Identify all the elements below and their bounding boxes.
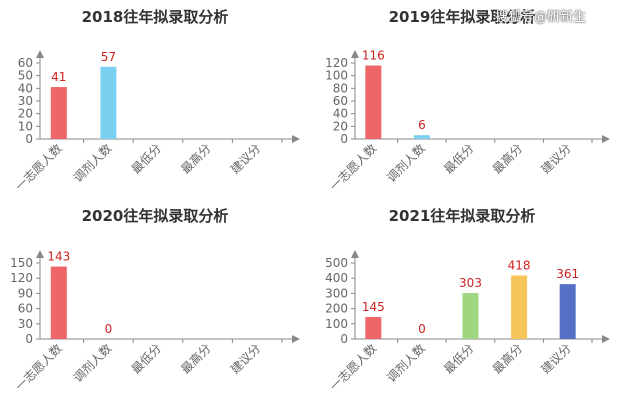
data-label: 145 xyxy=(362,300,385,314)
data-label: 41 xyxy=(51,70,66,84)
chart-title: 2021往年拟录取分析 xyxy=(389,207,536,225)
y-tick-label: 80 xyxy=(333,81,348,95)
bar xyxy=(50,266,67,339)
x-tick-label: 一志愿人数 xyxy=(12,341,65,394)
bar xyxy=(100,66,117,139)
y-tick-label: 120 xyxy=(325,56,348,70)
chart-title: 2020往年拟录取分析 xyxy=(82,207,229,225)
y-tick-label: 20 xyxy=(18,107,33,121)
x-axis-arrow xyxy=(602,335,610,343)
bar xyxy=(559,284,576,339)
x-axis-arrow xyxy=(292,135,300,143)
x-tick-label: 最高分 xyxy=(489,141,525,177)
x-tick-label: 最高分 xyxy=(178,141,214,177)
bar xyxy=(50,87,67,139)
y-tick-label: 0 xyxy=(340,132,348,146)
chart-3: 2020往年拟录取分析0306090120150一志愿人数143调剂人数0最低分… xyxy=(10,207,300,394)
bar xyxy=(365,316,382,339)
bar xyxy=(365,65,382,139)
x-tick-label: 最低分 xyxy=(129,141,164,176)
y-tick-label: 120 xyxy=(10,271,33,285)
x-tick-label: 建议分 xyxy=(228,141,263,176)
x-axis-arrow xyxy=(602,135,610,143)
x-tick-label: 调剂人数 xyxy=(383,141,428,186)
watermark: 搜狐号@研新生 xyxy=(495,10,587,25)
data-label: 57 xyxy=(101,50,116,64)
x-tick-label: 调剂人数 xyxy=(70,141,115,186)
y-tick-label: 200 xyxy=(325,302,348,316)
x-tick-label: 一志愿人数 xyxy=(326,141,379,194)
x-tick-label: 建议分 xyxy=(538,141,573,176)
x-tick-label: 调剂人数 xyxy=(70,341,115,386)
chart-title: 2019往年拟录取分析 xyxy=(389,8,536,26)
y-tick-label: 0 xyxy=(25,332,33,346)
y-axis-arrow xyxy=(351,50,359,58)
y-axis-arrow xyxy=(36,250,44,258)
data-label: 0 xyxy=(105,322,113,336)
data-label: 361 xyxy=(556,267,579,281)
x-tick-label: 最高分 xyxy=(489,341,525,377)
x-tick-label: 建议分 xyxy=(228,341,263,376)
data-label: 116 xyxy=(362,49,385,63)
y-tick-label: 100 xyxy=(325,69,348,83)
data-label: 6 xyxy=(418,118,426,132)
y-tick-label: 400 xyxy=(325,271,348,285)
y-tick-label: 40 xyxy=(18,81,33,95)
x-tick-label: 最低分 xyxy=(441,141,476,176)
data-label: 303 xyxy=(459,276,482,290)
y-tick-label: 20 xyxy=(333,119,348,133)
data-label: 0 xyxy=(418,322,426,336)
y-tick-label: 10 xyxy=(18,119,33,133)
bar xyxy=(511,275,528,339)
y-tick-label: 300 xyxy=(325,286,348,300)
chart-4: 2021往年拟录取分析0100200300400500一志愿人数145调剂人数0… xyxy=(325,207,610,394)
y-tick-label: 30 xyxy=(18,317,33,331)
y-tick-label: 500 xyxy=(325,256,348,270)
y-tick-label: 60 xyxy=(333,94,348,108)
y-tick-label: 60 xyxy=(18,56,33,70)
y-tick-label: 0 xyxy=(25,132,33,146)
y-tick-label: 30 xyxy=(18,94,33,108)
x-tick-label: 一志愿人数 xyxy=(326,341,379,394)
x-tick-label: 调剂人数 xyxy=(383,341,428,386)
y-tick-label: 40 xyxy=(333,107,348,121)
data-label: 143 xyxy=(47,250,70,264)
bar xyxy=(462,292,479,339)
chart-title: 2018往年拟录取分析 xyxy=(82,8,229,26)
x-tick-label: 一志愿人数 xyxy=(12,141,65,194)
y-tick-label: 90 xyxy=(18,286,33,300)
y-tick-label: 60 xyxy=(18,302,33,316)
y-axis-arrow xyxy=(36,50,44,58)
x-axis-arrow xyxy=(292,335,300,343)
data-label: 418 xyxy=(508,258,531,272)
y-tick-label: 150 xyxy=(10,256,33,270)
x-tick-label: 最高分 xyxy=(178,341,214,377)
y-axis-arrow xyxy=(351,250,359,258)
x-tick-label: 建议分 xyxy=(538,341,573,376)
y-tick-label: 100 xyxy=(325,317,348,331)
bar xyxy=(413,135,430,139)
x-tick-label: 最低分 xyxy=(441,341,476,376)
x-tick-label: 最低分 xyxy=(129,341,164,376)
y-tick-label: 0 xyxy=(340,332,348,346)
y-tick-label: 50 xyxy=(18,69,33,83)
